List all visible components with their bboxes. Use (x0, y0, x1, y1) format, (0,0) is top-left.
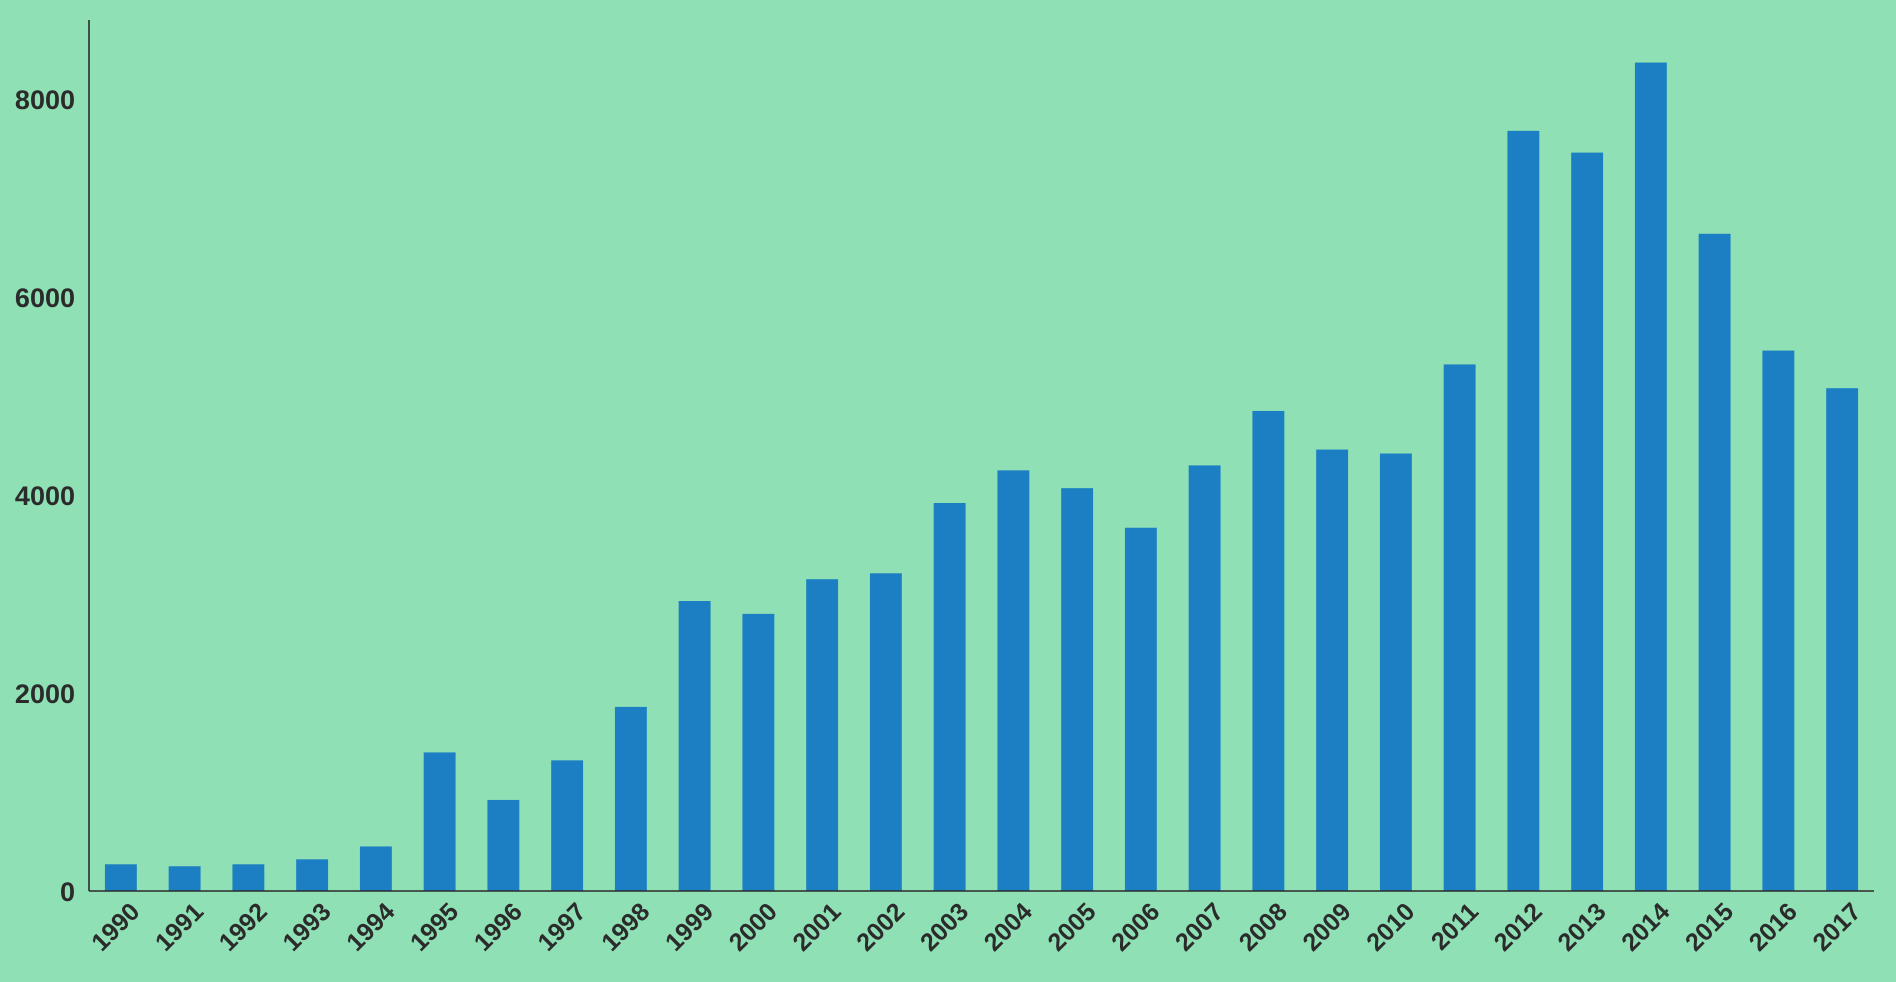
x-tick-label-2008: 2008 (1234, 898, 1293, 957)
bar-1993 (296, 859, 329, 891)
bar-2002 (869, 573, 902, 891)
bar-2016 (1762, 350, 1795, 892)
bar-2003 (933, 503, 966, 891)
x-tick-label-1996: 1996 (469, 898, 528, 957)
bar-2000 (742, 613, 775, 891)
bar-1994 (359, 846, 392, 891)
bar-1990 (104, 864, 137, 891)
bar-1996 (487, 799, 520, 891)
bar-2004 (997, 470, 1030, 891)
x-tick-label-1995: 1995 (405, 898, 464, 957)
x-tick-label-2014: 2014 (1616, 898, 1675, 957)
x-tick-label-2003: 2003 (915, 898, 974, 957)
bar-1998 (614, 706, 647, 891)
x-tick-label-2012: 2012 (1489, 898, 1548, 957)
x-tick-label-1997: 1997 (532, 898, 591, 957)
bar-1997 (551, 760, 584, 891)
y-tick-label-6000: 6000 (15, 283, 75, 313)
axes-group (88, 20, 1874, 892)
bar-1991 (168, 866, 201, 891)
bar-2007 (1188, 465, 1221, 891)
bars-group (104, 62, 1859, 892)
bar-2013 (1571, 152, 1604, 891)
bar-2006 (1124, 527, 1157, 891)
y-tick-label-0: 0 (60, 877, 75, 907)
x-tick-label-1999: 1999 (660, 898, 719, 957)
x-tick-label-1992: 1992 (214, 898, 273, 957)
x-tick-label-2013: 2013 (1552, 898, 1611, 957)
bar-2005 (1061, 488, 1094, 891)
x-tick-label-2007: 2007 (1170, 898, 1229, 957)
x-tick-label-2001: 2001 (787, 898, 846, 957)
y-tick-label-4000: 4000 (15, 481, 75, 511)
x-tick-label-2002: 2002 (851, 898, 910, 957)
x-tick-label-2016: 2016 (1744, 898, 1803, 957)
bar-2010 (1379, 453, 1412, 891)
bar-2009 (1316, 449, 1349, 891)
x-tick-label-1993: 1993 (277, 898, 336, 957)
x-tick-label-2017: 2017 (1807, 898, 1866, 957)
bar-1995 (423, 752, 456, 891)
x-tick-label-1998: 1998 (596, 898, 655, 957)
x-tick-label-2006: 2006 (1106, 898, 1165, 957)
x-tick-label-2004: 2004 (979, 898, 1038, 957)
x-tick-label-2009: 2009 (1297, 898, 1356, 957)
x-tick-label-2015: 2015 (1680, 898, 1739, 957)
x-tick-label-1990: 1990 (86, 898, 145, 957)
x-tick-labels: 1990 1991 1992 1993 1994 1995 1996 1997 1998 1999… (86, 898, 1866, 957)
x-tick-label-2010: 2010 (1361, 898, 1420, 957)
x-tick-label-2000: 2000 (724, 898, 783, 957)
y-tick-labels: 0 2000 4000 6000 8000 (15, 85, 75, 907)
bar-2008 (1252, 410, 1285, 891)
bar-1992 (232, 864, 265, 891)
bar-2015 (1698, 233, 1731, 892)
bar-1999 (678, 601, 711, 891)
x-tick-label-2011: 2011 (1426, 898, 1484, 956)
x-tick-label-1994: 1994 (341, 898, 400, 957)
bar-2014 (1634, 62, 1667, 892)
y-tick-label-8000: 8000 (15, 85, 75, 115)
bar-2011 (1443, 364, 1476, 891)
x-tick-label-1991: 1991 (150, 898, 209, 957)
bar-2012 (1507, 130, 1540, 892)
bar-2017 (1826, 388, 1859, 891)
bar-2001 (806, 579, 839, 891)
y-tick-label-2000: 2000 (15, 679, 75, 709)
x-tick-label-2005: 2005 (1042, 898, 1101, 957)
